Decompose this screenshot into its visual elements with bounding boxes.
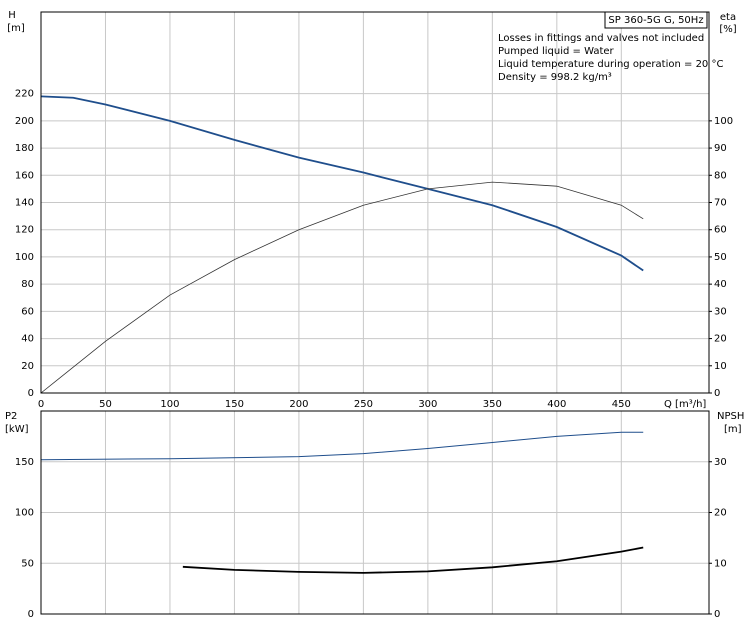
y2-tick-label: 30 (714, 457, 727, 468)
chart-title: SP 360-5G G, 50Hz (608, 15, 703, 26)
y2-tick-label: 70 (714, 198, 727, 209)
x-tick-label: 300 (418, 399, 437, 410)
y-tick-label: 140 (15, 198, 34, 209)
y2-tick-label: 10 (714, 558, 727, 569)
x-axis-label: Q [m³/h] (664, 399, 706, 410)
curve (40, 95, 644, 272)
x-tick-label: 0 (38, 399, 44, 410)
title-box (604, 11, 708, 29)
annotation: Losses in fittings and valves not includ… (498, 33, 704, 44)
y-tick-label: 200 (15, 116, 34, 127)
y2-axis-unit: [%] (719, 24, 736, 35)
curve (182, 546, 644, 574)
y2-tick-label: 0 (714, 388, 720, 399)
y2-tick-label: 20 (714, 508, 727, 519)
y2-tick-label: 50 (714, 252, 727, 263)
y-tick-label: 180 (15, 143, 34, 154)
y-tick-label: 40 (21, 334, 34, 345)
x-tick-label: 350 (483, 399, 502, 410)
y-tick-label: 220 (15, 89, 34, 100)
annotation: Pumped liquid = Water (498, 46, 615, 57)
y-axis-unit: [kW] (5, 424, 29, 435)
y-tick-label: 120 (15, 225, 34, 236)
y-tick-label: 160 (15, 170, 34, 181)
plot-frame (40, 410, 710, 615)
y-tick-label: 50 (21, 558, 34, 569)
annotation: Liquid temperature during operation = 20… (498, 59, 723, 70)
y2-tick-label: 10 (714, 361, 727, 372)
x-tick-label: 400 (547, 399, 566, 410)
y2-axis-label: NPSH (717, 411, 744, 422)
x-tick-label: 50 (99, 399, 112, 410)
x-tick-label: 150 (225, 399, 244, 410)
y2-tick-label: 20 (714, 334, 727, 345)
y-tick-label: 80 (21, 279, 34, 290)
curve (40, 181, 644, 394)
curve (40, 431, 644, 461)
y-axis-label: P2 (5, 411, 17, 422)
x-tick-label: 100 (160, 399, 179, 410)
annotation: Density = 998.2 kg/m³ (498, 72, 612, 83)
y2-tick-label: 30 (714, 306, 727, 317)
y-tick-label: 0 (28, 388, 34, 399)
y-axis-label: H (8, 10, 16, 21)
plot-frame (40, 11, 710, 394)
y2-tick-label: 80 (714, 170, 727, 181)
y-tick-label: 100 (15, 508, 34, 519)
y2-tick-label: 40 (714, 279, 727, 290)
x-tick-label: 450 (612, 399, 631, 410)
y-axis-unit: [m] (7, 23, 25, 34)
y2-tick-label: 100 (714, 116, 733, 127)
y2-tick-label: 90 (714, 143, 727, 154)
y-tick-label: 60 (21, 306, 34, 317)
y-tick-label: 0 (28, 609, 34, 620)
y2-tick-label: 60 (714, 225, 727, 236)
y-tick-label: 150 (15, 457, 34, 468)
y2-axis-unit: [m] (724, 424, 742, 435)
y2-axis-label: eta (720, 12, 736, 23)
x-tick-label: 250 (354, 399, 373, 410)
y-tick-label: 20 (21, 361, 34, 372)
y2-tick-label: 0 (714, 609, 720, 620)
y-tick-label: 100 (15, 252, 34, 263)
x-tick-label: 200 (289, 399, 308, 410)
